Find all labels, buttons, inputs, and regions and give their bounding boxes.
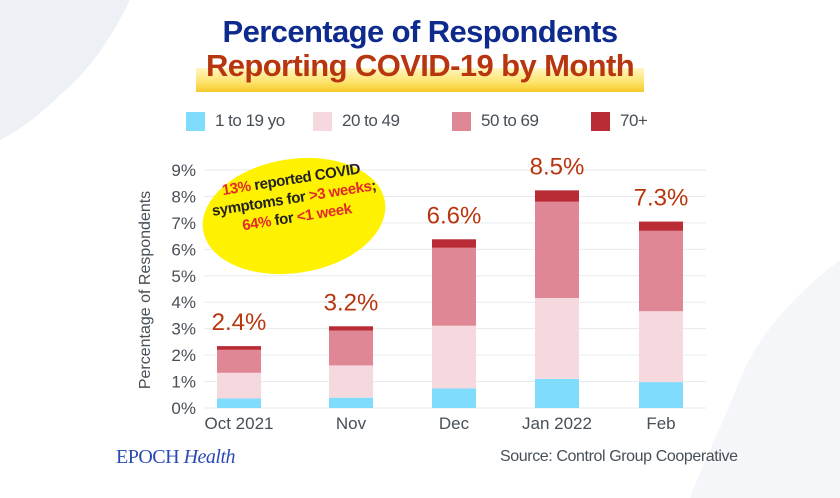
callout-bubble	[202, 157, 386, 275]
brand-main: EPOCH	[116, 446, 180, 468]
bar-total-label: 2.4%	[212, 309, 267, 336]
x-category-label: Dec	[439, 414, 470, 433]
legend-item-20-to-49: 20 to 49	[313, 106, 400, 136]
bar-segment	[639, 221, 683, 231]
bar-segment	[217, 372, 261, 399]
bar-segment	[639, 311, 683, 383]
y-tick-label: 9%	[171, 161, 196, 180]
legend-label: 70+	[620, 111, 648, 130]
bar-segment	[535, 378, 579, 408]
callout-highlight-text: 64%	[241, 212, 273, 235]
y-tick-label: 5%	[171, 267, 196, 286]
bar-segment	[432, 388, 476, 408]
bar-segment	[217, 398, 261, 408]
bar-segment	[432, 239, 476, 248]
bar-total-label: 3.2%	[324, 289, 379, 316]
chart-title-line1: Percentage of Respondents	[222, 14, 619, 49]
bar-total-label: 8.5%	[530, 153, 585, 180]
legend-item-70-plus: 70+	[591, 106, 648, 136]
callout-highlight-text: 13%	[220, 177, 252, 200]
background-blob-bottom-right	[690, 260, 840, 498]
y-tick-label: 4%	[171, 293, 196, 312]
y-tick-label: 8%	[171, 187, 196, 206]
background-blob-top-left	[0, 0, 130, 140]
bar-segment	[535, 201, 579, 298]
chart-title-line2: Reporting COVID-19 by Month	[205, 48, 635, 83]
legend-label: 20 to 49	[342, 111, 400, 130]
callout-plain-text: for	[269, 208, 299, 230]
bar-segment	[639, 382, 683, 408]
y-axis-ticks: 0% 1% 2% 3% 4% 5% 6% 7% 8% 9%	[171, 161, 196, 418]
bar-segment	[639, 230, 683, 312]
legend-item-50-to-69: 50 to 69	[452, 106, 539, 136]
bar-segment	[432, 325, 476, 389]
y-tick-label: 1%	[171, 373, 196, 392]
bar-total-label: 6.6%	[427, 202, 482, 229]
brand-italic: Health	[183, 446, 236, 468]
legend: 1 to 19 yo 20 to 49 50 to 69 70+	[0, 106, 840, 136]
legend-label: 50 to 69	[481, 111, 539, 130]
y-tick-label: 6%	[171, 240, 196, 259]
legend-label: 1 to 19 yo	[215, 111, 285, 130]
legend-swatch	[452, 111, 471, 131]
x-category-label: Feb	[646, 414, 675, 433]
x-category-label: Oct 2021	[205, 414, 274, 433]
brand-logo: EPOCH Health	[116, 446, 236, 469]
bars	[217, 190, 683, 408]
source-note: Source: Control Group Cooperative	[500, 448, 738, 465]
bar-segment	[329, 326, 373, 331]
x-category-label: Nov	[336, 414, 367, 433]
bar-segment	[329, 330, 373, 366]
x-category-label: Jan 2022	[522, 414, 592, 433]
legend-item-1-to-19: 1 to 19 yo	[186, 106, 285, 136]
bar-segment	[329, 365, 373, 398]
bar-segment	[535, 297, 579, 379]
bar-total-label: 7.3%	[634, 185, 689, 212]
y-tick-label: 2%	[171, 346, 196, 365]
legend-swatch	[313, 111, 332, 131]
y-axis-title: Percentage of Respondents	[137, 191, 154, 389]
bar-segment	[432, 247, 476, 326]
bar-segment	[217, 346, 261, 350]
callout-plain-text: ;	[370, 177, 378, 195]
legend-swatch	[591, 111, 610, 131]
bar-segment	[535, 190, 579, 202]
bar-labels: 2.4% Oct 2021 3.2% Nov 6.6% Dec 8.5% Jan 2022 7.…	[205, 153, 689, 433]
legend-swatch	[186, 111, 205, 131]
y-tick-label: 0%	[171, 399, 196, 418]
y-tick-label: 3%	[171, 320, 196, 339]
bar-segment	[329, 397, 373, 408]
title-highlight-bar	[196, 68, 644, 92]
y-tick-label: 7%	[171, 214, 196, 233]
bar-segment	[217, 349, 261, 373]
